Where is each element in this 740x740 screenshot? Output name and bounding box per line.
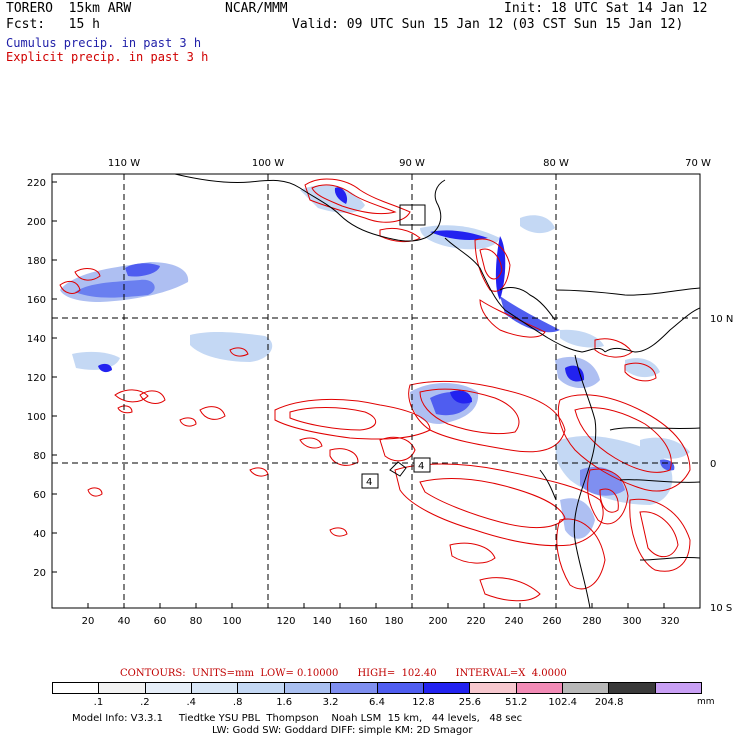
colorbar-swatch — [53, 683, 99, 693]
frame-ticks — [52, 181, 665, 608]
x-tick-label: 180 — [384, 616, 403, 627]
y-tick-label: 120 — [27, 373, 46, 384]
colorbar-swatch — [469, 683, 516, 693]
y-tick-label: 60 — [33, 490, 46, 501]
x-tick-label: 140 — [312, 616, 331, 627]
forecast-hour: Fcst: 15 h — [6, 17, 100, 32]
point-label-box: 4 — [361, 473, 379, 489]
colorbar-swatch — [237, 683, 284, 693]
colorbar-label: 6.4 — [369, 697, 385, 708]
colorbar-label: 25.6 — [458, 697, 481, 708]
colorbar-swatch — [330, 683, 377, 693]
colorbar-label: 51.2 — [505, 697, 528, 708]
x-tick-label: 60 — [154, 616, 167, 627]
colorbar-label: .8 — [232, 697, 243, 708]
x-tick-label: 280 — [582, 616, 601, 627]
colorbar-label: 204.8 — [594, 697, 624, 708]
colorbar-swatch — [422, 683, 470, 693]
lon-label: 80 W — [543, 158, 569, 169]
lon-label: 70 W — [685, 158, 711, 169]
lon-label: 110 W — [108, 158, 140, 169]
y-tick-label: 180 — [27, 256, 46, 267]
model-info-line2: LW: Godd SW: Goddard DIFF: simple KM: 2D… — [212, 725, 473, 736]
y-tick-label: 80 — [33, 451, 46, 462]
point-label-box: 4 — [413, 457, 431, 473]
coastlines — [174, 174, 700, 608]
y-tick-label: 220 — [27, 178, 46, 189]
init-time: Init: 18 UTC Sat 14 Jan 12 — [504, 1, 708, 16]
x-tick-label: 220 — [466, 616, 485, 627]
lon-label: 100 W — [252, 158, 284, 169]
colorbar-swatch — [283, 683, 331, 693]
y-tick-label: 100 — [27, 412, 46, 423]
x-tick-label: 100 — [222, 616, 241, 627]
colorbar-swatch — [561, 683, 609, 693]
x-tick-label: 80 — [190, 616, 203, 627]
colorbar-unit: mm — [697, 697, 715, 707]
field-cumulus-title: Cumulus precip. in past 3 h — [6, 36, 202, 50]
cumulus-precip-areas — [60, 185, 690, 539]
colorbar-swatch — [376, 683, 423, 693]
colorbar-swatch — [515, 683, 562, 693]
lat-label: 0 — [710, 459, 716, 470]
point-label: 4 — [366, 477, 372, 488]
colorbar-swatch — [654, 683, 702, 693]
valid-time: Valid: 09 UTC Sun 15 Jan 12 (03 CST Sun … — [292, 17, 684, 32]
contours-info: CONTOURS: UNITS=mm LOW= 0.10000 HIGH= 10… — [120, 668, 567, 679]
explicit-precip-contours — [59, 178, 691, 602]
lat-label: 10 N — [710, 314, 733, 325]
x-tick-label: 200 — [428, 616, 447, 627]
model-info-line1: Model Info: V3.3.1 Tiedtke YSU PBL Thomp… — [72, 713, 523, 724]
colorbar-label: 12.8 — [412, 697, 435, 708]
colorbar-label: 3.2 — [322, 697, 339, 708]
field-explicit-title: Explicit precip. in past 3 h — [6, 50, 209, 64]
organization: NCAR/MMM — [225, 1, 288, 16]
colorbar-swatch — [608, 683, 655, 693]
y-tick-label: 160 — [27, 295, 46, 306]
graticule — [52, 174, 700, 608]
y-tick-label: 140 — [27, 334, 46, 345]
x-tick-label: 260 — [542, 616, 561, 627]
colorbar-label: 102.4 — [548, 697, 578, 708]
colorbar-swatch — [98, 683, 145, 693]
lon-label: 90 W — [399, 158, 425, 169]
colorbar-label: .4 — [186, 697, 197, 708]
y-tick-label: 200 — [27, 217, 46, 228]
x-tick-label: 240 — [504, 616, 523, 627]
x-tick-label: 320 — [660, 616, 679, 627]
colorbar-label: .2 — [140, 697, 150, 708]
y-tick-label: 40 — [33, 529, 46, 540]
point-label: 4 — [418, 461, 424, 472]
y-tick-label: 20 — [33, 568, 46, 579]
x-tick-label: 300 — [622, 616, 641, 627]
colorbar-swatch — [191, 683, 238, 693]
colorbar — [52, 682, 702, 694]
x-tick-label: 20 — [82, 616, 95, 627]
x-tick-label: 120 — [276, 616, 295, 627]
colorbar-label: .1 — [93, 697, 104, 708]
colorbar-swatch — [144, 683, 192, 693]
model-name: TORERO 15km ARW — [6, 1, 132, 16]
lat-label: 10 S — [710, 603, 732, 614]
x-tick-label: 40 — [118, 616, 131, 627]
colorbar-label: 1.6 — [276, 697, 293, 708]
x-tick-label: 160 — [348, 616, 367, 627]
